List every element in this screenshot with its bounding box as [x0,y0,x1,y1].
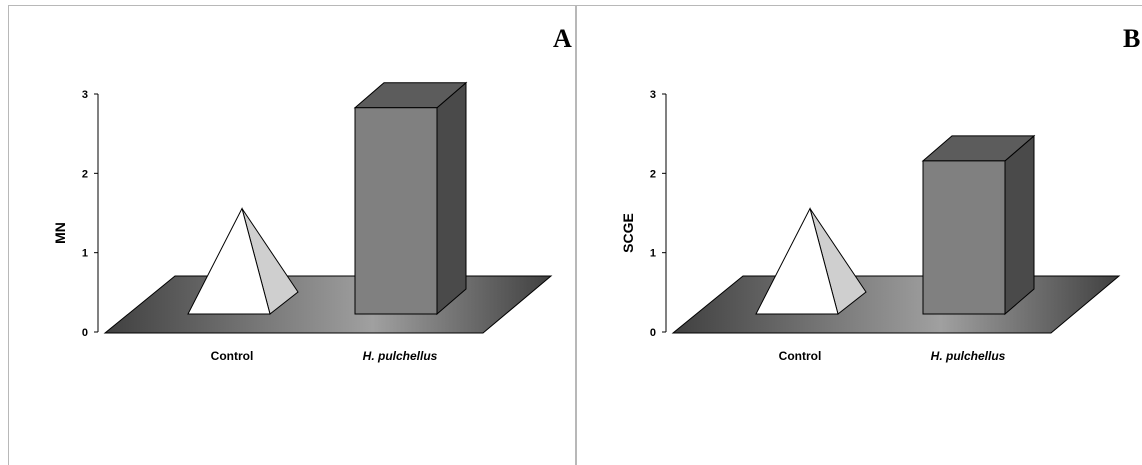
floor-plane [671,275,1121,334]
column-side [1004,134,1035,316]
y-tick-label: 1 [650,248,656,260]
y-tick-label: 0 [650,327,656,339]
category-label: H. pulchellus [931,349,1006,363]
y-tick-label: 3 [650,89,656,101]
column-side [436,81,467,316]
y-axis-title: SCGE [620,213,636,253]
y-tick-label: 1 [82,248,88,260]
chart-panel-b: B 0 1 2 3 SCGE Control H. pulchellus [576,5,1142,465]
y-tick-label: 2 [82,168,88,180]
chart-a-svg: 0 1 2 3 MN Control H. pulchellus [52,81,553,363]
category-label: Control [211,349,254,363]
y-tick-label: 0 [82,327,88,339]
panel-letter: B [1123,24,1141,53]
category-label: Control [779,349,822,363]
category-label: H. pulchellus [363,349,438,363]
pyramid-front [187,207,271,315]
pyramid-front [755,207,839,315]
floor-plane [103,275,553,334]
column-front [922,160,1006,315]
chart-b-svg: 0 1 2 3 SCGE Control H. pulchellus [620,89,1121,363]
y-tick-label: 2 [650,168,656,180]
y-tick-label: 3 [82,89,88,101]
column-front [354,107,438,315]
panel-letter: A [553,24,572,53]
chart-panel-a: A 0 1 2 3 MN Control H. pulchellus [8,5,576,465]
y-axis-title: MN [52,222,68,244]
